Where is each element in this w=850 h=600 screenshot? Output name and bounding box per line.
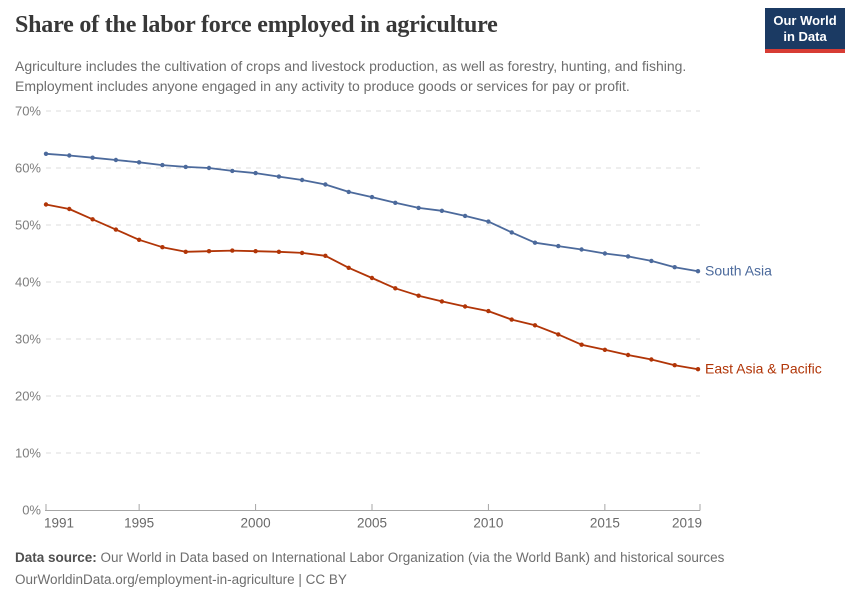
series-line-east-asia-pacific xyxy=(45,203,699,371)
y-axis-label: 60% xyxy=(15,161,41,176)
chart-subtitle-line1: Agriculture includes the cultivation of … xyxy=(15,58,687,74)
data-point-south-asia xyxy=(369,194,375,200)
data-point-south-asia xyxy=(323,182,328,187)
chart-footer: Data source: Our World in Data based on … xyxy=(15,547,724,591)
data-point-south-asia xyxy=(253,170,258,176)
data-point-south-asia xyxy=(486,219,491,224)
data-point-south-asia xyxy=(625,254,631,259)
data-point-south-asia xyxy=(509,230,514,235)
data-point-south-asia xyxy=(579,247,584,252)
x-axis-label: 2019 xyxy=(672,516,702,531)
data-point-east-asia-pacific xyxy=(206,249,212,254)
y-axis-label: 0% xyxy=(22,503,41,518)
data-point-south-asia xyxy=(136,160,142,165)
data-point-south-asia xyxy=(462,213,468,219)
data-point-east-asia-pacific xyxy=(323,253,328,258)
data-point-east-asia-pacific xyxy=(393,286,398,291)
data-point-east-asia-pacific xyxy=(486,308,491,314)
data-point-south-asia xyxy=(532,240,538,245)
x-axis-label: 1991 xyxy=(44,516,74,531)
data-point-east-asia-pacific xyxy=(67,206,72,212)
data-point-east-asia-pacific xyxy=(160,245,165,250)
data-point-east-asia-pacific xyxy=(695,367,701,372)
data-point-south-asia xyxy=(43,151,49,156)
data-point-south-asia xyxy=(649,258,654,264)
data-point-east-asia-pacific xyxy=(276,249,282,254)
data-point-south-asia xyxy=(672,265,677,270)
series-end-label-south-asia: South Asia xyxy=(705,263,772,279)
page-title: Share of the labor force employed in agr… xyxy=(15,12,498,38)
series-line-south-asia xyxy=(45,152,699,273)
data-point-east-asia-pacific xyxy=(136,237,142,242)
x-axis-label: 2000 xyxy=(241,516,271,531)
y-axis-label: 40% xyxy=(15,275,41,290)
data-point-east-asia-pacific xyxy=(253,249,258,254)
data-point-south-asia xyxy=(206,165,212,171)
y-axis-label: 70% xyxy=(15,104,41,119)
data-point-east-asia-pacific xyxy=(183,249,188,254)
data-point-south-asia xyxy=(67,153,72,158)
data-point-south-asia xyxy=(439,208,445,213)
data-point-south-asia xyxy=(276,174,282,179)
data-point-east-asia-pacific xyxy=(113,227,119,232)
data-point-east-asia-pacific xyxy=(369,275,375,281)
data-point-east-asia-pacific xyxy=(532,323,538,328)
data-point-east-asia-pacific xyxy=(346,265,351,270)
data-source-label: Data source: xyxy=(15,550,97,565)
data-point-east-asia-pacific xyxy=(579,342,584,347)
data-point-east-asia-pacific xyxy=(556,332,561,337)
data-point-east-asia-pacific xyxy=(602,347,608,352)
data-point-east-asia-pacific xyxy=(462,304,468,309)
data-point-east-asia-pacific xyxy=(672,363,677,368)
data-point-east-asia-pacific xyxy=(509,317,514,322)
data-point-south-asia xyxy=(416,205,421,211)
y-axis-label: 10% xyxy=(15,446,41,461)
license-line: OurWorldinData.org/employment-in-agricul… xyxy=(15,572,347,587)
data-point-east-asia-pacific xyxy=(43,202,49,207)
data-point-south-asia xyxy=(113,157,119,163)
y-axis-label: 50% xyxy=(15,218,41,233)
data-point-south-asia xyxy=(602,251,608,256)
series-end-label-east-asia-pacific: East Asia & Pacific xyxy=(705,361,822,377)
y-axis-label: 30% xyxy=(15,332,41,347)
data-source-line: Data source: Our World in Data based on … xyxy=(15,547,724,569)
owid-logo-line1: Our World xyxy=(773,13,837,28)
data-point-south-asia xyxy=(556,243,561,249)
data-point-east-asia-pacific xyxy=(649,357,654,362)
x-axis-label: 2005 xyxy=(357,516,387,531)
data-point-east-asia-pacific xyxy=(625,352,631,358)
data-point-east-asia-pacific xyxy=(299,250,305,256)
data-point-south-asia xyxy=(230,168,235,174)
y-axis-label: 20% xyxy=(15,389,41,404)
owid-logo-line2: in Data xyxy=(783,29,827,44)
chart-subtitle: Agriculture includes the cultivation of … xyxy=(15,56,686,96)
data-point-south-asia xyxy=(160,162,165,168)
data-point-south-asia xyxy=(346,189,351,195)
owid-logo: Our World in Data xyxy=(765,8,845,53)
data-point-south-asia xyxy=(90,155,95,160)
data-point-south-asia xyxy=(183,164,188,170)
data-point-east-asia-pacific xyxy=(230,248,235,253)
x-axis-label: 2015 xyxy=(590,516,620,531)
x-axis-label: 1995 xyxy=(124,516,154,531)
data-point-east-asia-pacific xyxy=(90,217,95,222)
x-axis-label: 2010 xyxy=(473,516,503,531)
data-point-south-asia xyxy=(695,269,701,274)
data-source-text: Our World in Data based on International… xyxy=(96,550,725,565)
chart-subtitle-line2: Employment includes anyone engaged in an… xyxy=(15,78,630,94)
data-point-east-asia-pacific xyxy=(439,299,445,304)
data-point-south-asia xyxy=(393,200,398,205)
data-point-east-asia-pacific xyxy=(416,293,421,298)
data-point-south-asia xyxy=(299,177,305,183)
